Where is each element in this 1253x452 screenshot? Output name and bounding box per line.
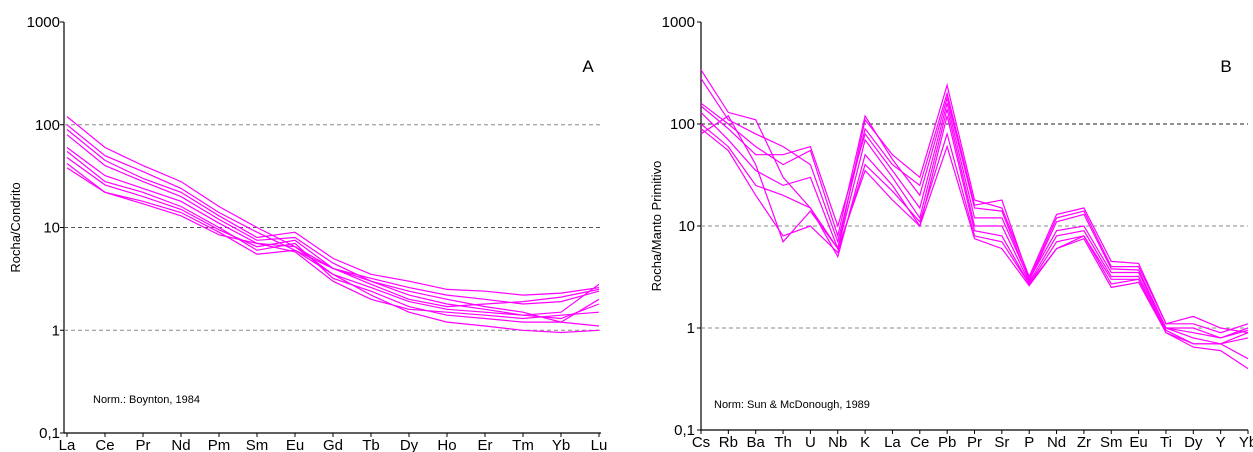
x-tick-label: Ce	[95, 437, 114, 452]
x-tick-label: Pb	[938, 434, 956, 451]
x-tick-label: K	[860, 434, 870, 451]
x-tick-label: Yb	[552, 437, 570, 452]
series-line-1	[700, 69, 1249, 334]
series-line-2	[66, 124, 600, 305]
series-line-7	[66, 157, 600, 308]
x-tick-label: Pr	[136, 437, 151, 452]
y-tick-label: 1	[52, 322, 60, 339]
series-line-6	[700, 115, 1249, 345]
chart-b: 1000 100 10 1 0,1 Rocha/Manto Primitivo Cs Rb Ba…	[649, 14, 1253, 451]
x-tick-label: Sm	[1100, 434, 1123, 451]
y-tick-label: 0,1	[39, 425, 60, 442]
x-tick-label: Gd	[323, 437, 343, 452]
x-tick-label: Zr	[1077, 434, 1091, 451]
x-tick-label: Tm	[512, 437, 534, 452]
x-tick-label: Sm	[246, 437, 269, 452]
y-tick-label: 100	[35, 117, 60, 134]
x-tick-label: Ce	[910, 434, 929, 451]
y-tick-label: 1000	[662, 14, 695, 31]
y-tick-label: 10	[43, 220, 60, 237]
series-line-8	[700, 115, 1249, 370]
x-tick-label: Eu	[286, 437, 304, 452]
x-tick-label: Eu	[1129, 434, 1147, 451]
x-tick-label: Pr	[967, 434, 982, 451]
x-tick-label: Pm	[208, 437, 231, 452]
y-axis-label: Rocha/Manto Primitivo	[649, 161, 664, 292]
normalization-note: Norm: Sun & McDonough, 1989	[714, 399, 870, 411]
x-tick-label: Dy	[1184, 434, 1203, 451]
x-tick-label: Ti	[1160, 434, 1172, 451]
series-line-9	[66, 167, 600, 320]
x-tick-label: Lu	[591, 437, 608, 452]
x-tick-label: U	[805, 434, 816, 451]
x-tick-label: Nd	[1047, 434, 1066, 451]
x-tick-label: Sr	[994, 434, 1009, 451]
x-tick-label: Er	[478, 437, 493, 452]
x-tick-label: La	[884, 434, 901, 451]
series-line-3	[66, 129, 600, 296]
series-line-4	[700, 103, 1249, 339]
series-line-6	[66, 150, 600, 323]
x-tick-label: Ba	[747, 434, 766, 451]
x-tick-label: Nd	[171, 437, 190, 452]
y-tick-label: 10	[678, 218, 695, 235]
x-tick-label: La	[59, 437, 76, 452]
x-tick-label: Nb	[828, 434, 847, 451]
normalization-note: Norm.: Boynton, 1984	[93, 394, 200, 406]
series-line-5	[700, 108, 1249, 345]
y-tick-label: 100	[670, 116, 695, 133]
x-tick-label: Y	[1216, 434, 1226, 451]
y-axis-label: Rocha/Condrito	[8, 182, 23, 272]
x-tick-label: Yb	[1239, 434, 1253, 451]
x-tick-label: Rb	[719, 434, 738, 451]
y-tick-label: 1	[687, 320, 695, 337]
x-tick-label: Th	[774, 434, 792, 451]
panel-label: B	[1220, 57, 1231, 76]
x-tick-label: P	[1024, 434, 1034, 451]
series-line-8	[66, 163, 600, 334]
y-tick-label: 1000	[27, 14, 60, 31]
panel-label: A	[582, 57, 594, 76]
x-tick-label: Cs	[692, 434, 710, 451]
series-line-4	[66, 134, 600, 320]
chart-a: 1000 100 10 1 0,1 Rocha/Condrito La Ce Pr Nd Pm Sm E…	[8, 14, 608, 452]
x-tick-label: Tb	[362, 437, 380, 452]
x-tick-label: Ho	[437, 437, 456, 452]
y-tick-label: 0,1	[674, 422, 695, 439]
x-tick-label: Dy	[400, 437, 419, 452]
